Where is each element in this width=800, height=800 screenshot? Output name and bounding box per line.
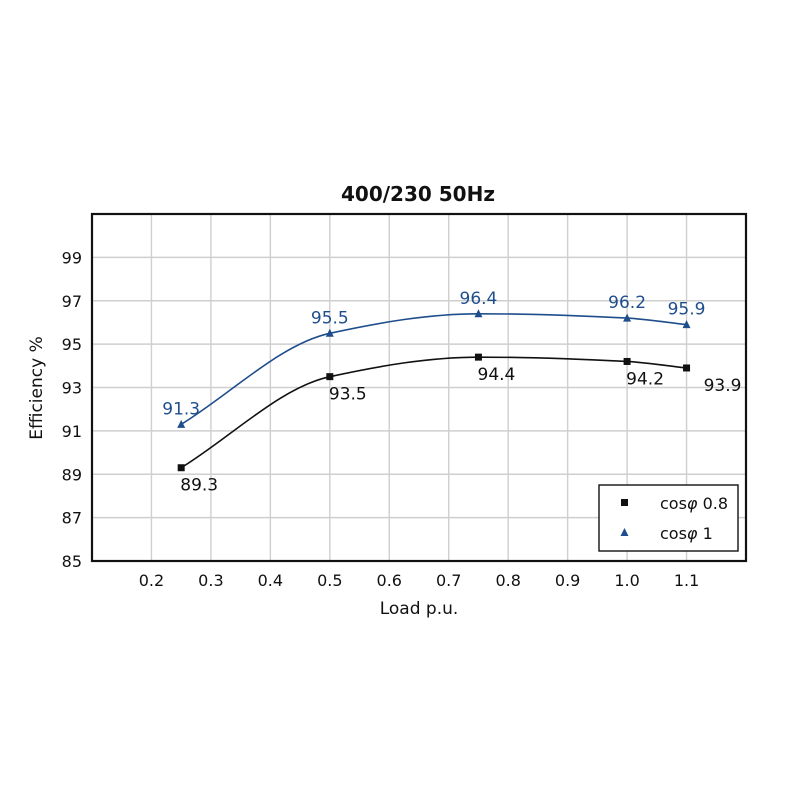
y-tick-label: 95 xyxy=(62,335,82,354)
legend-label-suffix: 0.8 xyxy=(697,494,728,513)
data-point xyxy=(682,320,691,329)
data-point xyxy=(177,464,185,472)
data-point xyxy=(474,309,483,318)
legend-box xyxy=(598,484,739,552)
data-point xyxy=(326,373,334,381)
x-axis-ticks: 0.2 0.3 0.4 0.5 0.6 0.7 0.8 0.9 1.0 1.1 xyxy=(139,571,700,590)
legend-label-symbol: φ xyxy=(687,524,698,543)
data-point xyxy=(177,419,186,428)
y-tick-label: 89 xyxy=(62,465,82,484)
data-label: 93.9 xyxy=(704,376,742,396)
y-tick-label: 85 xyxy=(62,552,82,571)
series-cos-phi-0-8: 89.3 93.5 94.4 94.2 93.9 xyxy=(177,353,742,496)
data-point xyxy=(683,364,691,372)
x-tick-label: 1.1 xyxy=(674,571,699,590)
series-line xyxy=(180,356,687,469)
y-tick-label: 99 xyxy=(62,248,82,267)
data-label: 95.9 xyxy=(668,300,706,320)
y-axis-ticks: 85 87 89 91 93 95 97 99 xyxy=(62,248,82,571)
y-tick-label: 87 xyxy=(62,509,82,528)
data-label: 94.2 xyxy=(626,369,664,389)
legend-label-prefix: cos xyxy=(660,494,687,513)
y-axis-label: Efficiency % xyxy=(27,336,47,439)
data-point xyxy=(623,313,632,322)
x-tick-label: 0.5 xyxy=(317,571,342,590)
legend-label-prefix: cos xyxy=(660,524,687,543)
data-point xyxy=(623,357,631,365)
x-tick-label: 0.9 xyxy=(555,571,580,590)
data-point xyxy=(474,353,482,361)
x-tick-label: 0.7 xyxy=(436,571,461,590)
data-label: 91.3 xyxy=(162,399,200,419)
chart-title: 400/230 50Hz xyxy=(341,182,495,206)
x-axis-label: Load p.u. xyxy=(380,599,459,619)
x-tick-label: 0.4 xyxy=(258,571,283,590)
x-tick-label: 1.0 xyxy=(614,571,639,590)
x-tick-label: 0.2 xyxy=(139,571,164,590)
y-tick-label: 97 xyxy=(62,292,82,311)
legend-marker-square xyxy=(621,499,628,506)
data-label: 95.5 xyxy=(311,308,349,328)
data-label: 89.3 xyxy=(180,476,218,496)
x-tick-label: 0.6 xyxy=(377,571,402,590)
legend-label: cosφ 0.8 xyxy=(660,494,728,513)
legend-entry: cosφ 1 xyxy=(620,524,713,543)
y-tick-label: 91 xyxy=(62,422,82,441)
legend-marker-triangle xyxy=(620,528,629,536)
series-cos-phi-1: 91.3 95.5 96.4 96.2 95.9 xyxy=(162,289,705,428)
x-tick-label: 0.8 xyxy=(495,571,520,590)
x-tick-label: 0.3 xyxy=(198,571,223,590)
series-line xyxy=(180,312,687,426)
legend-label-suffix: 1 xyxy=(697,524,712,543)
plot-frame xyxy=(90,212,748,563)
y-tick-label: 93 xyxy=(62,379,82,398)
series-layer: 89.3 93.5 94.4 94.2 93.9 91.3 95.5 96.4 96.2 95.9 xyxy=(162,289,741,496)
data-label: 96.2 xyxy=(608,293,646,313)
legend-label-symbol: φ xyxy=(687,494,698,513)
data-label: 93.5 xyxy=(329,385,367,405)
legend-label: cosφ 1 xyxy=(660,524,713,543)
legend-entry: cosφ 0.8 xyxy=(621,494,728,513)
data-label: 94.4 xyxy=(478,365,516,385)
data-point xyxy=(325,328,334,337)
data-label: 96.4 xyxy=(460,289,498,309)
